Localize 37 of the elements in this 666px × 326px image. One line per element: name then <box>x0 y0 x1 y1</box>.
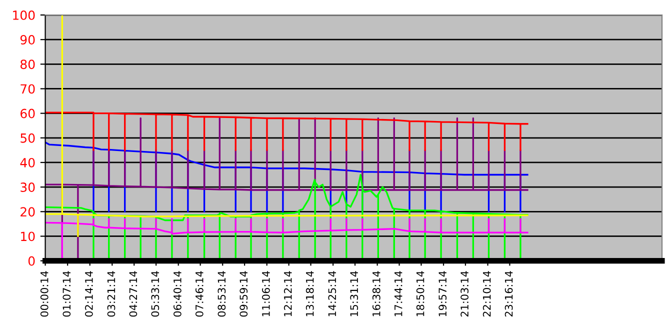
x-tick-label: 15:31:14 <box>350 271 358 316</box>
y-tick-label: 40 <box>20 158 35 168</box>
y-tick-label: 80 <box>20 60 35 70</box>
x-tick-label: 14:25:14 <box>328 271 336 316</box>
y-tick-label: 10 <box>21 232 35 242</box>
x-tick-label: 18:50:14 <box>416 271 424 316</box>
x-tick-label: 23:16:14 <box>504 271 513 317</box>
line-series <box>45 112 528 152</box>
y-tick-label: 60 <box>20 108 35 118</box>
x-tick-label: 22:10:14 <box>482 271 491 317</box>
x-tick-label: 00:00:14 <box>40 271 48 317</box>
x-tick-label: 04:27:14 <box>129 271 138 317</box>
y-tick-label: 100 <box>13 10 35 20</box>
y-tick-label: 30 <box>20 182 35 192</box>
y-tick-label: 70 <box>20 84 35 94</box>
x-tick-label: 21:03:14 <box>460 271 468 317</box>
x-tick-label: 11:06:14 <box>262 271 270 316</box>
line-series <box>45 218 528 261</box>
x-tick-label: 01:07:14 <box>62 271 71 317</box>
x-tick-label: 06:40:14 <box>174 271 182 317</box>
x-tick-label: 03:21:14 <box>107 271 116 317</box>
x-tick-label: 13:18:14 <box>306 271 314 316</box>
y-tick-label: 50 <box>20 133 35 143</box>
y-tick-label: 90 <box>20 35 35 45</box>
x-tick-label: 07:46:14 <box>195 271 204 317</box>
x-tick-label: 02:14:14 <box>85 271 93 317</box>
x-tick-label: 05:33:14 <box>151 271 160 317</box>
x-tick-label: 19:57:14 <box>438 271 447 316</box>
x-tick-label: 17:44:14 <box>394 271 402 316</box>
line-series <box>45 14 528 238</box>
line-series <box>45 117 528 261</box>
x-tick-label: 08:53:14 <box>218 271 226 317</box>
y-tick-label: 0 <box>28 256 35 266</box>
x-tick-label: 09:59:14 <box>240 271 248 317</box>
y-tick-label: 20 <box>20 207 35 217</box>
x-tick-label: 16:38:14 <box>372 271 380 316</box>
x-tick-label: 12:12:14 <box>284 271 292 316</box>
